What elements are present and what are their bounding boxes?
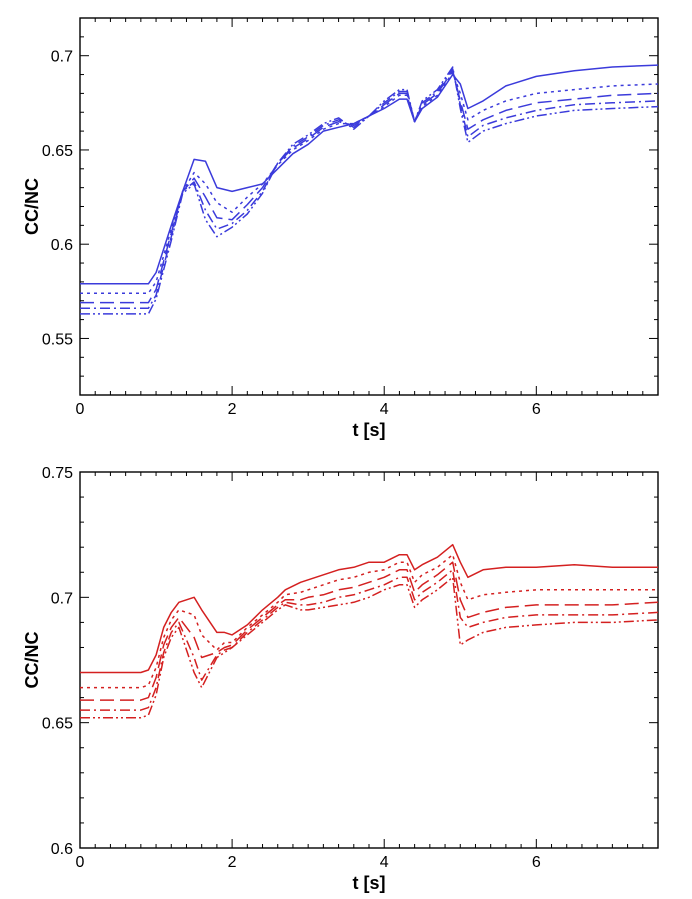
y-tick-label: 0.55 xyxy=(42,331,73,348)
x-tick-label: 2 xyxy=(228,854,237,871)
y-tick-label: 0.6 xyxy=(51,237,73,254)
series-line-dashdotdot xyxy=(80,576,658,719)
x-axis-title: t [s] xyxy=(353,420,386,440)
y-axis-title: CC/NC xyxy=(22,178,42,235)
series-group xyxy=(80,64,658,315)
y-tick-label: 0.7 xyxy=(51,590,73,607)
y-tick-label: 0.65 xyxy=(42,716,73,733)
series-line-dashed xyxy=(80,561,658,701)
series-line-dotted xyxy=(80,71,658,294)
series-group xyxy=(80,543,658,719)
series-line-solid xyxy=(80,543,658,674)
x-tick-label: 0 xyxy=(76,854,85,871)
series-line-dashdot xyxy=(80,569,658,711)
y-tick-label: 0.75 xyxy=(42,465,73,482)
y-tick-label: 0.65 xyxy=(42,143,73,160)
x-tick-label: 4 xyxy=(380,401,389,418)
plot-frame xyxy=(79,471,659,849)
x-axis-title: t [s] xyxy=(353,873,386,893)
series-line-dotted xyxy=(80,553,658,689)
series-line-dashdot xyxy=(80,68,658,310)
series-line-dashed xyxy=(80,70,658,304)
series-line-solid xyxy=(80,64,658,285)
top-chart: 0 2 4 6 0.55 0.6 0.65 0.7 t [s] CC/NC xyxy=(22,17,659,440)
x-tick-label: 6 xyxy=(532,854,541,871)
y-axis-title: CC/NC xyxy=(22,632,42,689)
bottom-chart: 0 2 4 6 0.6 0.65 0.7 0.75 t [s] CC/NC xyxy=(22,465,659,893)
y-tick-label: 0.7 xyxy=(51,49,73,66)
x-tick-label: 2 xyxy=(228,401,237,418)
series-line-dashdotdot xyxy=(80,66,658,315)
y-tick-label: 0.6 xyxy=(51,841,73,858)
x-tick-label: 6 xyxy=(532,401,541,418)
plot-frame xyxy=(79,17,659,396)
x-tick-label: 0 xyxy=(76,401,85,418)
x-tick-label: 4 xyxy=(380,854,389,871)
